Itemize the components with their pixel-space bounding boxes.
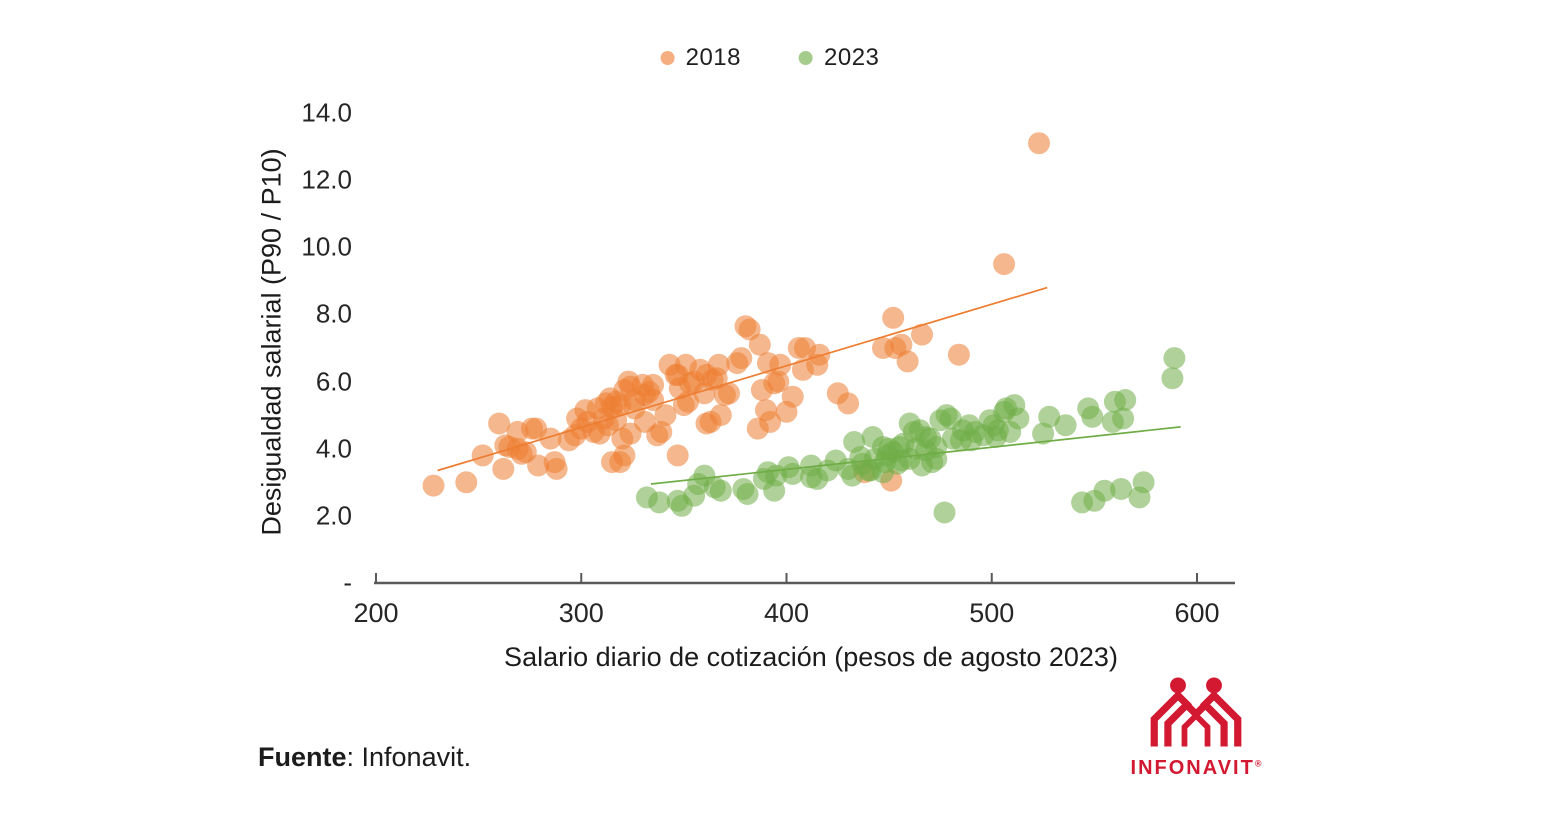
registered-mark: ® xyxy=(1254,758,1262,769)
trendline-2018 xyxy=(437,286,1048,472)
legend-label: 2023 xyxy=(824,44,880,71)
point-2018 xyxy=(730,347,753,370)
point-2018 xyxy=(650,420,673,443)
y-tick-label: 12.0 xyxy=(301,164,352,195)
point-2023 xyxy=(1112,407,1135,430)
point-2018 xyxy=(654,404,677,427)
infonavit-mark-icon xyxy=(1150,677,1242,747)
x-tick-label: 400 xyxy=(763,598,810,628)
y-tick-label: 4.0 xyxy=(315,433,352,464)
y-tick-label: 8.0 xyxy=(315,298,352,329)
point-2023 xyxy=(1161,367,1184,390)
point-2023 xyxy=(709,479,732,502)
point-2018 xyxy=(471,444,494,467)
point-2018 xyxy=(896,350,919,373)
point-2018 xyxy=(527,454,550,477)
point-2023 xyxy=(1007,407,1030,430)
point-2018 xyxy=(422,474,445,497)
point-2018 xyxy=(718,382,740,405)
point-2018 xyxy=(993,253,1016,276)
y-axis-title: Desigualdad salarial (P90 / P10) xyxy=(256,148,287,536)
point-2023 xyxy=(1093,479,1116,502)
point-2023 xyxy=(1038,405,1061,428)
point-2023 xyxy=(1054,414,1077,437)
y-tick-label: 14.0 xyxy=(301,97,352,128)
point-2018 xyxy=(642,373,665,396)
infonavit-logo-text: INFONAVIT® xyxy=(1128,757,1264,780)
point-2018 xyxy=(890,333,913,356)
point-2018 xyxy=(707,353,730,376)
source-note: Fuente: Infonavit. xyxy=(258,742,471,773)
point-2018 xyxy=(642,389,665,411)
legend-item-2018: 2018 xyxy=(660,44,741,72)
y-tick-label: - xyxy=(343,567,352,598)
point-2018 xyxy=(545,457,568,480)
point-2018 xyxy=(808,343,831,366)
point-2018 xyxy=(911,323,933,346)
point-2018 xyxy=(837,392,860,415)
point-2023 xyxy=(1081,405,1104,428)
point-2023 xyxy=(1163,347,1186,370)
point-2018 xyxy=(492,457,515,480)
x-axis-title: Salario diario de cotización (pesos de a… xyxy=(504,642,1118,672)
point-2018 xyxy=(666,444,689,467)
x-tick-label: 500 xyxy=(969,598,1015,628)
point-2018 xyxy=(767,370,790,393)
legend-item-2023: 2023 xyxy=(799,44,879,72)
legend-dot-icon xyxy=(799,51,813,65)
point-2018 xyxy=(882,306,905,329)
legend-label: 2018 xyxy=(685,44,741,71)
x-tick-label: 600 xyxy=(1174,598,1220,628)
point-2023 xyxy=(648,491,671,514)
source-text: : Infonavit. xyxy=(346,742,472,772)
y-tick-label: 6.0 xyxy=(315,366,352,397)
point-2018 xyxy=(539,427,562,450)
point-2018 xyxy=(769,353,792,376)
point-2018 xyxy=(759,410,782,433)
y-tick-label: 10.0 xyxy=(301,231,352,262)
point-2018 xyxy=(709,404,732,427)
infonavit-logo: INFONAVIT® xyxy=(1128,676,1264,780)
point-2023 xyxy=(933,501,956,524)
legend: 2018 2023 xyxy=(660,44,880,72)
y-tick-label: 2.0 xyxy=(315,500,352,531)
point-2018 xyxy=(1028,132,1050,155)
x-tick-label: 200 xyxy=(353,598,399,628)
point-2023 xyxy=(1032,422,1055,445)
source-label: Fuente xyxy=(258,742,347,772)
infonavit-wordmark: INFONAVIT xyxy=(1130,757,1255,779)
point-2018 xyxy=(947,343,970,366)
point-2018 xyxy=(781,385,804,408)
point-2023 xyxy=(736,483,759,505)
point-2018 xyxy=(488,412,511,435)
point-2023 xyxy=(1110,478,1133,500)
point-2018 xyxy=(748,333,771,356)
point-2023 xyxy=(1132,471,1155,494)
legend-dot-icon xyxy=(660,51,675,65)
point-2023 xyxy=(1114,389,1137,411)
point-2018 xyxy=(455,471,478,494)
point-2018 xyxy=(613,444,636,467)
x-tick-label: 300 xyxy=(558,598,604,628)
point-2023 xyxy=(925,447,948,470)
trendline-2023 xyxy=(650,426,1181,485)
